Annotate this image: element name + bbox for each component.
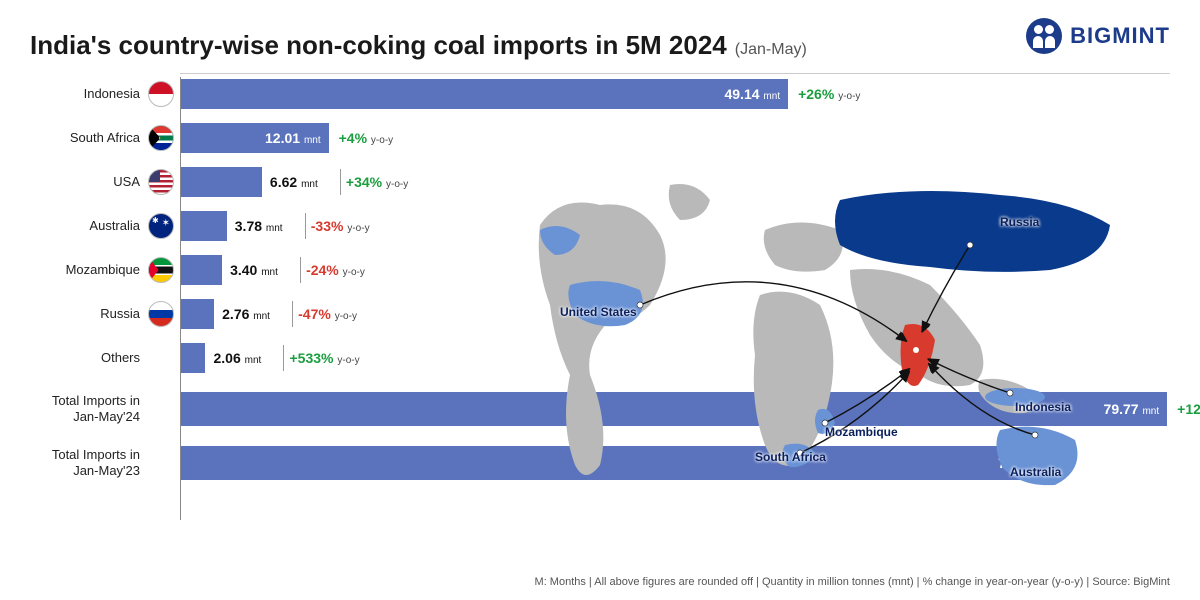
row-label: Indonesia	[30, 86, 148, 102]
change-label: -47% y-o-y	[298, 306, 357, 322]
bar-track: 49.14 mnt +26% y-o-y	[180, 79, 1170, 109]
total-row: Total Imports in Jan-May'23 71.25 mnt	[30, 441, 1170, 485]
change-label: +26% y-o-y	[798, 86, 860, 102]
bar-track: 2.76 mnt -47% y-o-y	[180, 299, 1170, 329]
indonesia-flag-icon	[148, 81, 174, 107]
country-row: Others 2.06 mnt +533% y-o-y	[30, 339, 1170, 377]
total-row: Total Imports in Jan-May'24 79.77 mnt+12%…	[30, 387, 1170, 431]
row-label: USA	[30, 174, 148, 190]
bar: 49.14 mnt	[180, 79, 788, 109]
bar	[180, 255, 222, 285]
chart-area: Indonesia 49.14 mnt +26% y-o-y South Africa…	[30, 75, 1170, 560]
value-change-divider	[305, 213, 306, 239]
country-row: Russia 2.76 mnt -47% y-o-y	[30, 295, 1170, 333]
row-label: South Africa	[30, 130, 148, 146]
change-label: +533% y-o-y	[289, 350, 359, 366]
top-divider	[180, 73, 1170, 74]
title-wrap: India's country-wise non-coking coal imp…	[30, 30, 807, 61]
bar-track: 71.25 mnt	[180, 446, 1170, 480]
row-label: Others	[30, 350, 148, 366]
bar-track: 2.06 mnt +533% y-o-y	[180, 343, 1170, 373]
y-axis-line	[180, 77, 181, 520]
value-change-divider	[283, 345, 284, 371]
country-row: South Africa 12.01 mnt +4% y-o-y	[30, 119, 1170, 157]
header: India's country-wise non-coking coal imp…	[0, 0, 1200, 71]
row-label: Total Imports in Jan-May'24	[30, 393, 148, 424]
bar	[180, 299, 214, 329]
mozambique-flag-icon	[148, 257, 174, 283]
country-row: USA 6.62 mnt +34% y-o-y	[30, 163, 1170, 201]
value-change-divider	[340, 169, 341, 195]
bar-value: 49.14 mnt	[724, 86, 780, 102]
bar-value: 2.06 mnt	[213, 350, 261, 366]
bar-value: 12.01 mnt	[265, 130, 321, 146]
value-change-divider	[292, 301, 293, 327]
bar-value: 3.78 mnt	[235, 218, 283, 234]
footnote: M: Months | All above figures are rounde…	[0, 576, 1170, 588]
bar-track: 79.77 mnt+12% y-o-y	[180, 392, 1170, 426]
change-label: -24% y-o-y	[306, 262, 365, 278]
page-subtitle: (Jan-May)	[735, 41, 807, 59]
change-label: +4% y-o-y	[339, 130, 394, 146]
page-title: India's country-wise non-coking coal imp…	[30, 30, 727, 61]
brand-name: BIGMINT	[1070, 23, 1170, 49]
country-row: Mozambique 3.40 mnt -24% y-o-y	[30, 251, 1170, 289]
bar: 12.01 mnt	[180, 123, 329, 153]
brand-logo: BIGMINT	[1026, 18, 1170, 54]
row-label: Total Imports in Jan-May'23	[30, 447, 148, 478]
bigmint-icon	[1026, 18, 1062, 54]
russia-flag-icon	[148, 301, 174, 327]
bar	[180, 167, 262, 197]
bar-value: 6.62 mnt	[270, 174, 318, 190]
bar-value: 3.40 mnt	[230, 262, 278, 278]
bar	[180, 343, 205, 373]
bar-track: 3.40 mnt -24% y-o-y	[180, 255, 1170, 285]
bar-track: 12.01 mnt +4% y-o-y	[180, 123, 1170, 153]
bar-value: 2.76 mnt	[222, 306, 270, 322]
country-row: Australia 3.78 mnt -33% y-o-y	[30, 207, 1170, 245]
change-label: +12% y-o-y	[1177, 401, 1200, 417]
change-label: +34% y-o-y	[346, 174, 408, 190]
bar: 71.25 mnt	[180, 446, 1062, 480]
bar-value: 71.25 mnt	[998, 455, 1054, 471]
bar	[180, 211, 227, 241]
change-label: -33% y-o-y	[311, 218, 370, 234]
country-row: Indonesia 49.14 mnt +26% y-o-y	[30, 75, 1170, 113]
bar: 79.77 mnt	[180, 392, 1167, 426]
bar-track: 3.78 mnt -33% y-o-y	[180, 211, 1170, 241]
usa-flag-icon	[148, 169, 174, 195]
row-label: Mozambique	[30, 262, 148, 278]
row-label: Russia	[30, 306, 148, 322]
bar-value: 79.77 mnt	[1104, 401, 1160, 417]
australia-flag-icon	[148, 213, 174, 239]
value-change-divider	[300, 257, 301, 283]
row-label: Australia	[30, 218, 148, 234]
south-africa-flag-icon	[148, 125, 174, 151]
bar-track: 6.62 mnt +34% y-o-y	[180, 167, 1170, 197]
